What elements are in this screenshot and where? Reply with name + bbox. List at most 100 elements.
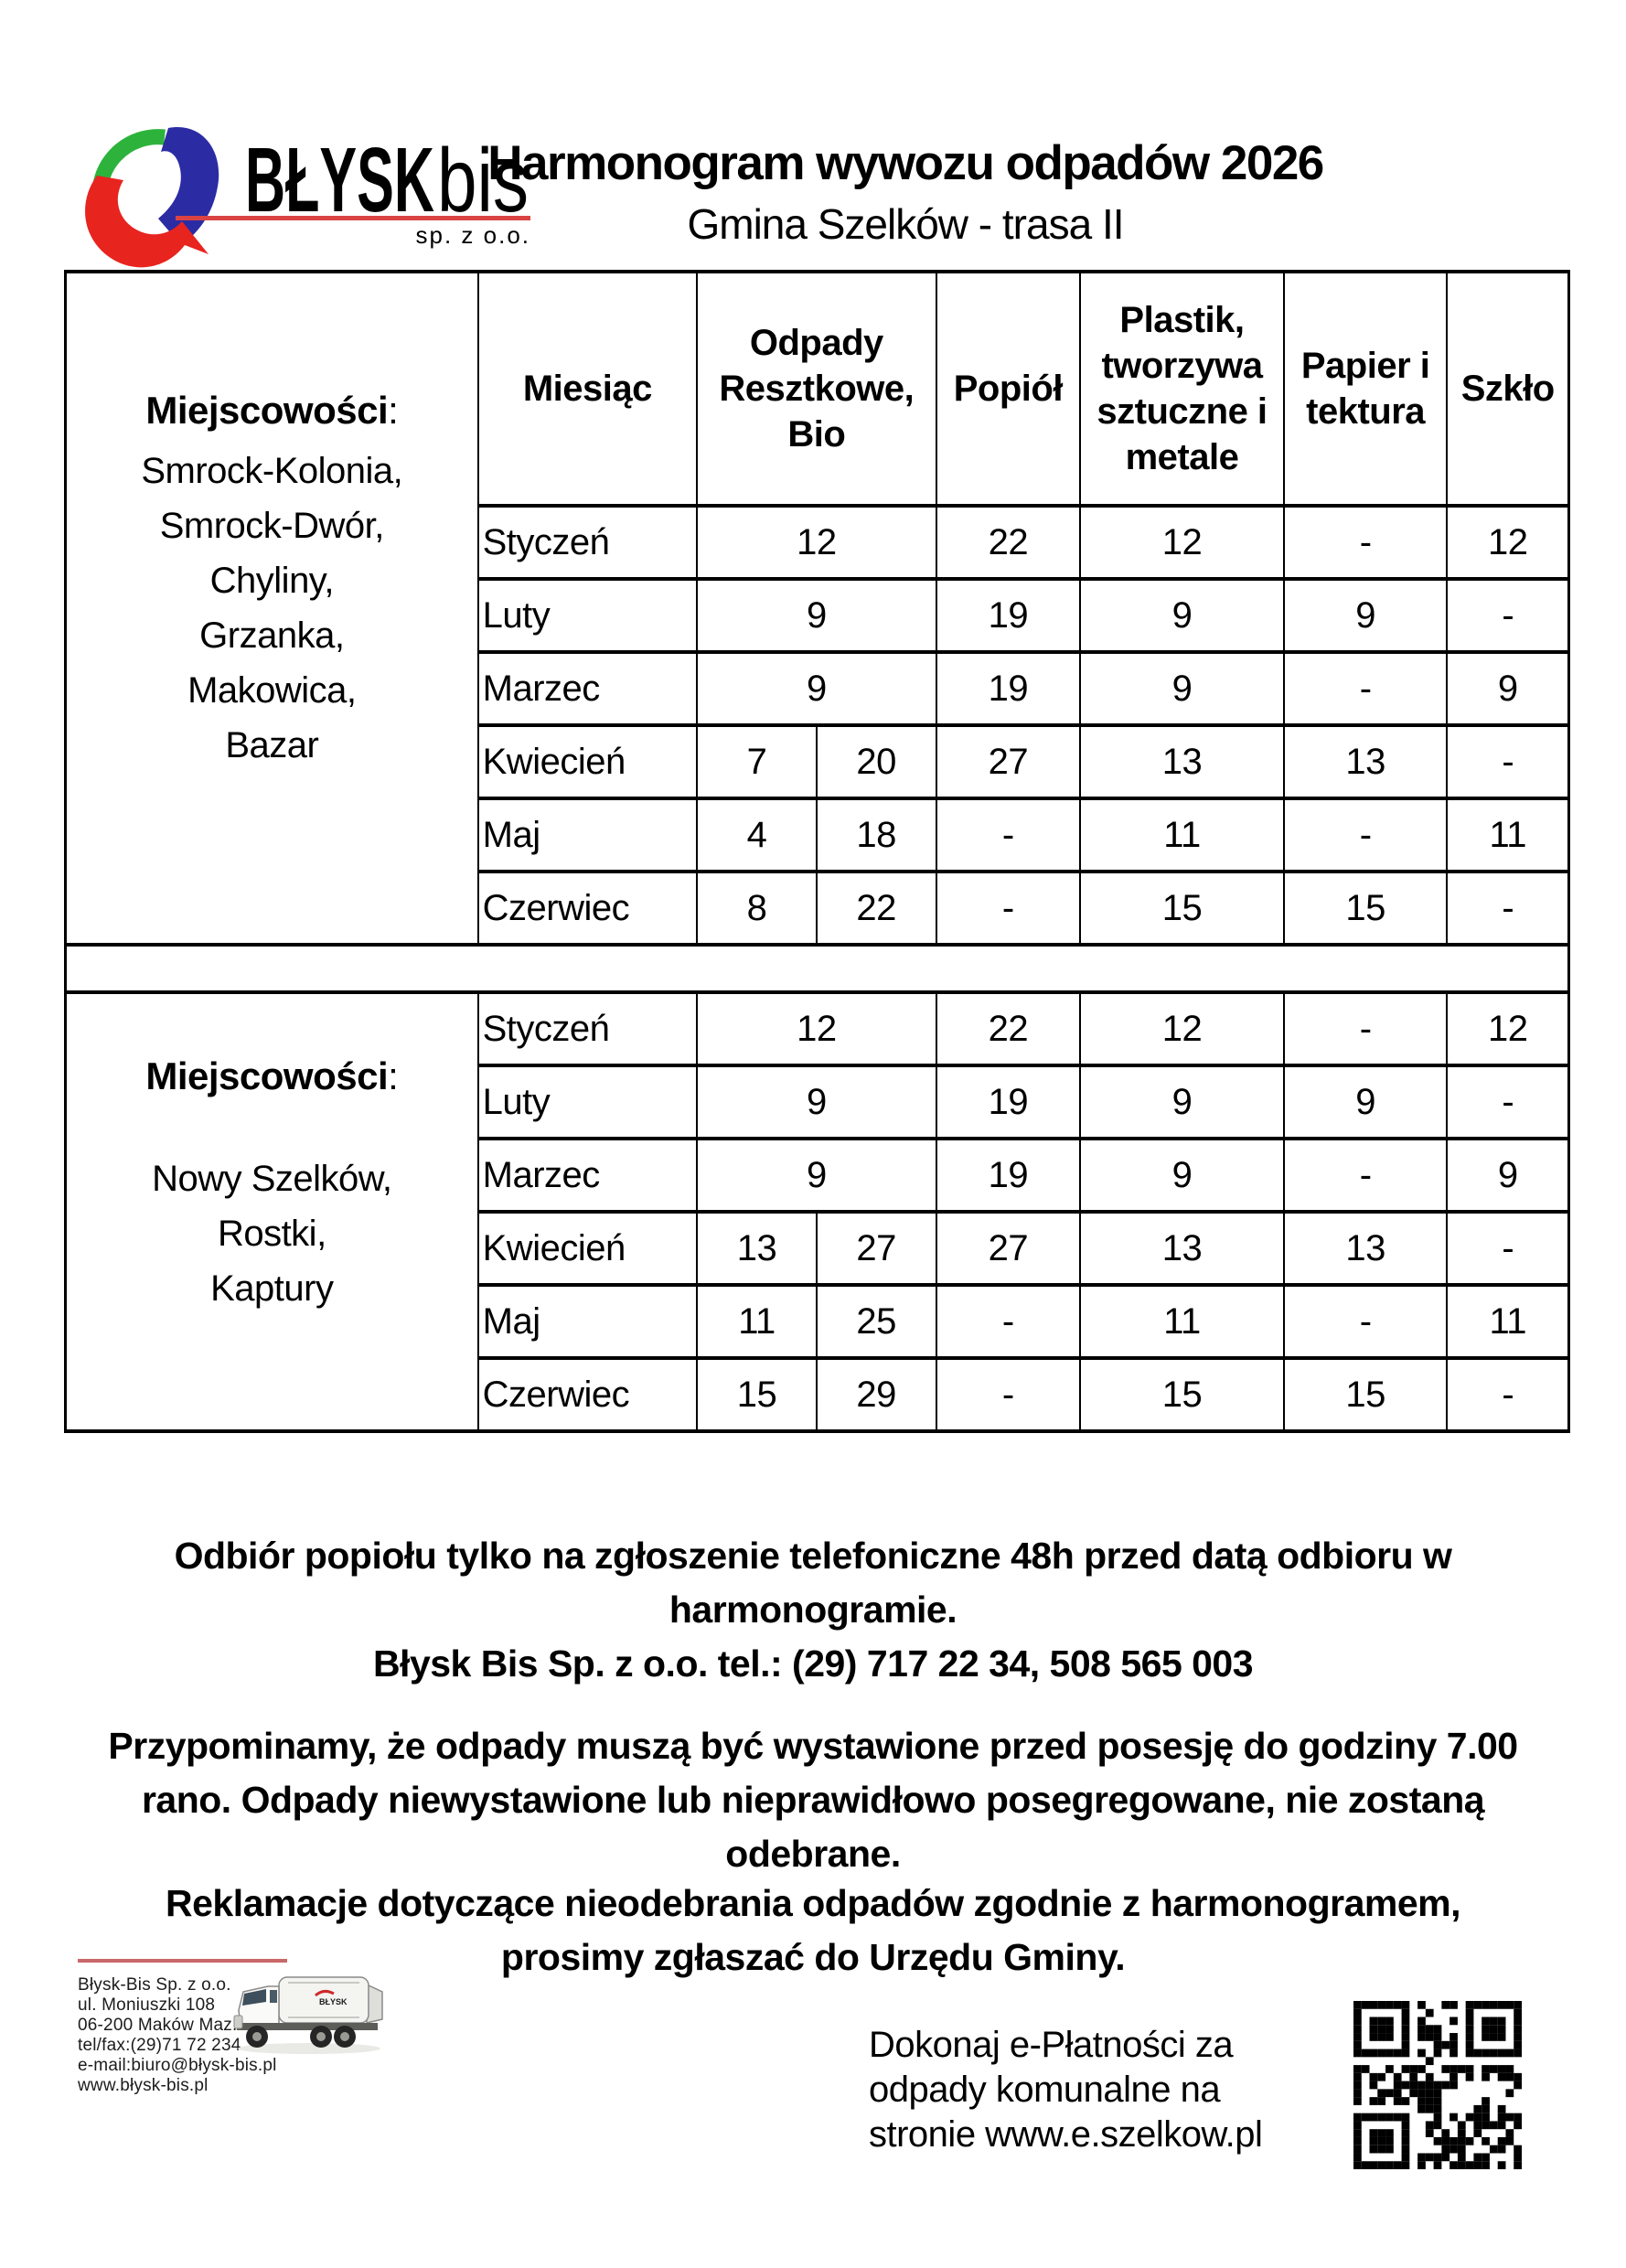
odpady-cell: 9 (696, 577, 937, 654)
schedule-row: Luty 9 19 9 9 - (66, 1064, 1570, 1140)
odpady-cell-a: 4 (696, 797, 818, 873)
popiol-cell: 19 (935, 1064, 1082, 1140)
red-divider-line (78, 1959, 287, 1963)
month-cell: Styczeń (476, 504, 699, 581)
col-header-popiol: Popiół (935, 270, 1082, 508)
payment-line: stronie www.e.szelkow.pl (869, 2114, 1263, 2155)
odpady-cell-b: 18 (815, 797, 937, 873)
company-address: Błysk-Bis Sp. z o.o. ul. Moniuszki 108 0… (78, 1975, 590, 2096)
address-line: Błysk-Bis Sp. z o.o. (78, 1975, 231, 1995)
table-spacer-row (65, 943, 1569, 994)
szklo-cell: 11 (1446, 1283, 1570, 1360)
popiol-cell: 22 (935, 990, 1082, 1067)
papier-cell: - (1282, 990, 1449, 1067)
company-logo: BŁYSK bis sp. z o.o. (73, 117, 535, 280)
note-line: Przypominamy, że odpady muszą być wystaw… (108, 1725, 1518, 1767)
village-name: Rostki, (217, 1214, 326, 1254)
popiol-cell: - (935, 1356, 1082, 1433)
odpady-cell-b: 22 (815, 870, 937, 947)
schedule-row: Marzec 9 19 9 - 9 (66, 1137, 1570, 1214)
payment-line: odpady komunalne na (869, 2070, 1221, 2110)
village-name: Grzanka, (199, 615, 345, 656)
odpady-cell: 9 (696, 650, 937, 727)
village-name: Nowy Szelków, (152, 1159, 392, 1199)
plastik-cell: 9 (1079, 577, 1285, 654)
places-label-group1: Miejscowości: (145, 389, 399, 432)
note-line: Reklamacje dotyczące nieodebrania odpadó… (165, 1882, 1461, 1924)
popiol-cell: 27 (935, 1210, 1082, 1287)
col-header-plastik: Plastik, tworzywa sztuczne i metale (1079, 270, 1285, 508)
note-line: harmonogramie. (669, 1589, 957, 1631)
popiol-cell: - (935, 1283, 1082, 1360)
month-cell: Maj (476, 797, 699, 873)
schedule-row: Maj 4 18 - 11 - 11 (66, 797, 1570, 873)
logo-underline (176, 216, 530, 220)
plastik-cell: 9 (1079, 1137, 1285, 1214)
odpady-cell: 9 (696, 1064, 937, 1140)
logo-brand-text: BŁYSK (245, 129, 434, 231)
szklo-cell: - (1446, 723, 1570, 800)
popiol-cell: 27 (935, 723, 1082, 800)
address-line: ul. Moniuszki 108 (78, 1995, 216, 2015)
papier-cell: 15 (1282, 870, 1449, 947)
szklo-cell: 9 (1446, 650, 1570, 727)
month-cell: Kwiecień (476, 723, 699, 800)
villages-list-group2: Nowy Szelków, Rostki, Kaptury (70, 1151, 474, 1316)
note-ash-collection: Odbiór popiołu tylko na zgłoszenie telef… (81, 1529, 1545, 1691)
note-line: Błysk Bis Sp. z o.o. tel.: (29) 717 22 3… (372, 1642, 1254, 1685)
company-contact-block: Błysk-Bis Sp. z o.o. ul. Moniuszki 108 0… (78, 1959, 590, 2096)
document-titles: Harmonogram wywozu odpadów 2026 Gmina Sz… (457, 135, 1353, 251)
popiol-cell: 19 (935, 1137, 1082, 1214)
papier-cell: 13 (1282, 1210, 1449, 1287)
note-line: Odbiór popiołu tylko na zgłoszenie telef… (174, 1535, 1452, 1577)
note-line: rano. Odpady niewystawione lub nieprawid… (141, 1779, 1485, 1821)
page-subtitle: Gmina Szelków - trasa II (687, 200, 1124, 248)
schedule-row: Maj 11 25 - 11 - 11 (66, 1283, 1570, 1360)
plastik-cell: 12 (1079, 990, 1285, 1067)
popiol-cell: 22 (935, 504, 1082, 581)
odpady-cell: 12 (696, 990, 937, 1067)
month-cell: Luty (476, 577, 699, 654)
note-line: odebrane. (725, 1833, 901, 1875)
month-cell: Czerwiec (476, 870, 699, 947)
schedule-row: Styczeń 12 22 12 - 12 (66, 504, 1570, 581)
schedule-row: Czerwiec 15 29 - 15 15 - (66, 1356, 1570, 1433)
villages-list-group1: Smrock-Kolonia, Smrock-Dwór, Chyliny, Gr… (70, 444, 474, 773)
popiol-cell: - (935, 870, 1082, 947)
szklo-cell: 9 (1446, 1137, 1570, 1214)
popiol-cell: 19 (935, 577, 1082, 654)
logo-subtext: sp. z o.o. (416, 221, 531, 249)
plastik-cell: 9 (1079, 1064, 1285, 1140)
spacer-cell (65, 943, 1569, 994)
note-line: prosimy zgłaszać do Urzędu Gminy. (500, 1936, 1126, 1978)
village-name: Bazar (225, 725, 319, 765)
month-cell: Czerwiec (476, 1356, 699, 1433)
szklo-cell: - (1446, 1064, 1570, 1140)
popiol-cell: 19 (935, 650, 1082, 727)
svg-text:BŁYSK: BŁYSK (319, 1997, 348, 2006)
payment-line: Dokonaj e-Płatności za (869, 2025, 1234, 2065)
papier-cell: - (1282, 504, 1449, 581)
logo-brand-suffix: bis (437, 130, 529, 230)
papier-cell: 15 (1282, 1356, 1449, 1433)
szklo-cell: - (1446, 1210, 1570, 1287)
village-name: Smrock-Dwór, (159, 506, 385, 546)
village-name: Makowica, (187, 670, 357, 711)
month-cell: Marzec (476, 1137, 699, 1214)
epayment-note: Dokonaj e-Płatności za odpady komunalne … (869, 2023, 1308, 2157)
szklo-cell: 11 (1446, 797, 1570, 873)
address-line: 06-200 Maków Maz. (78, 2016, 238, 2035)
schedule-row: Czerwiec 8 22 - 15 15 - (66, 870, 1570, 947)
col-header-odpady: Odpady Resztkowe, Bio (696, 270, 937, 508)
page-title: Harmonogram wywozu odpadów 2026 (487, 136, 1324, 190)
odpady-cell: 12 (696, 504, 937, 581)
address-line: www.błysk-bis.pl (78, 2076, 209, 2095)
month-cell: Kwiecień (476, 1210, 699, 1287)
odpady-cell: 9 (696, 1137, 937, 1214)
plastik-cell: 15 (1079, 870, 1285, 947)
schedule-row: Kwiecień 7 20 27 13 13 - (66, 723, 1570, 800)
papier-cell: - (1282, 1137, 1449, 1214)
papier-cell: 9 (1282, 1064, 1449, 1140)
plastik-cell: 11 (1079, 797, 1285, 873)
schedule-row: Miejscowości: Nowy Szelków, Rostki, Kapt… (64, 990, 1570, 1433)
